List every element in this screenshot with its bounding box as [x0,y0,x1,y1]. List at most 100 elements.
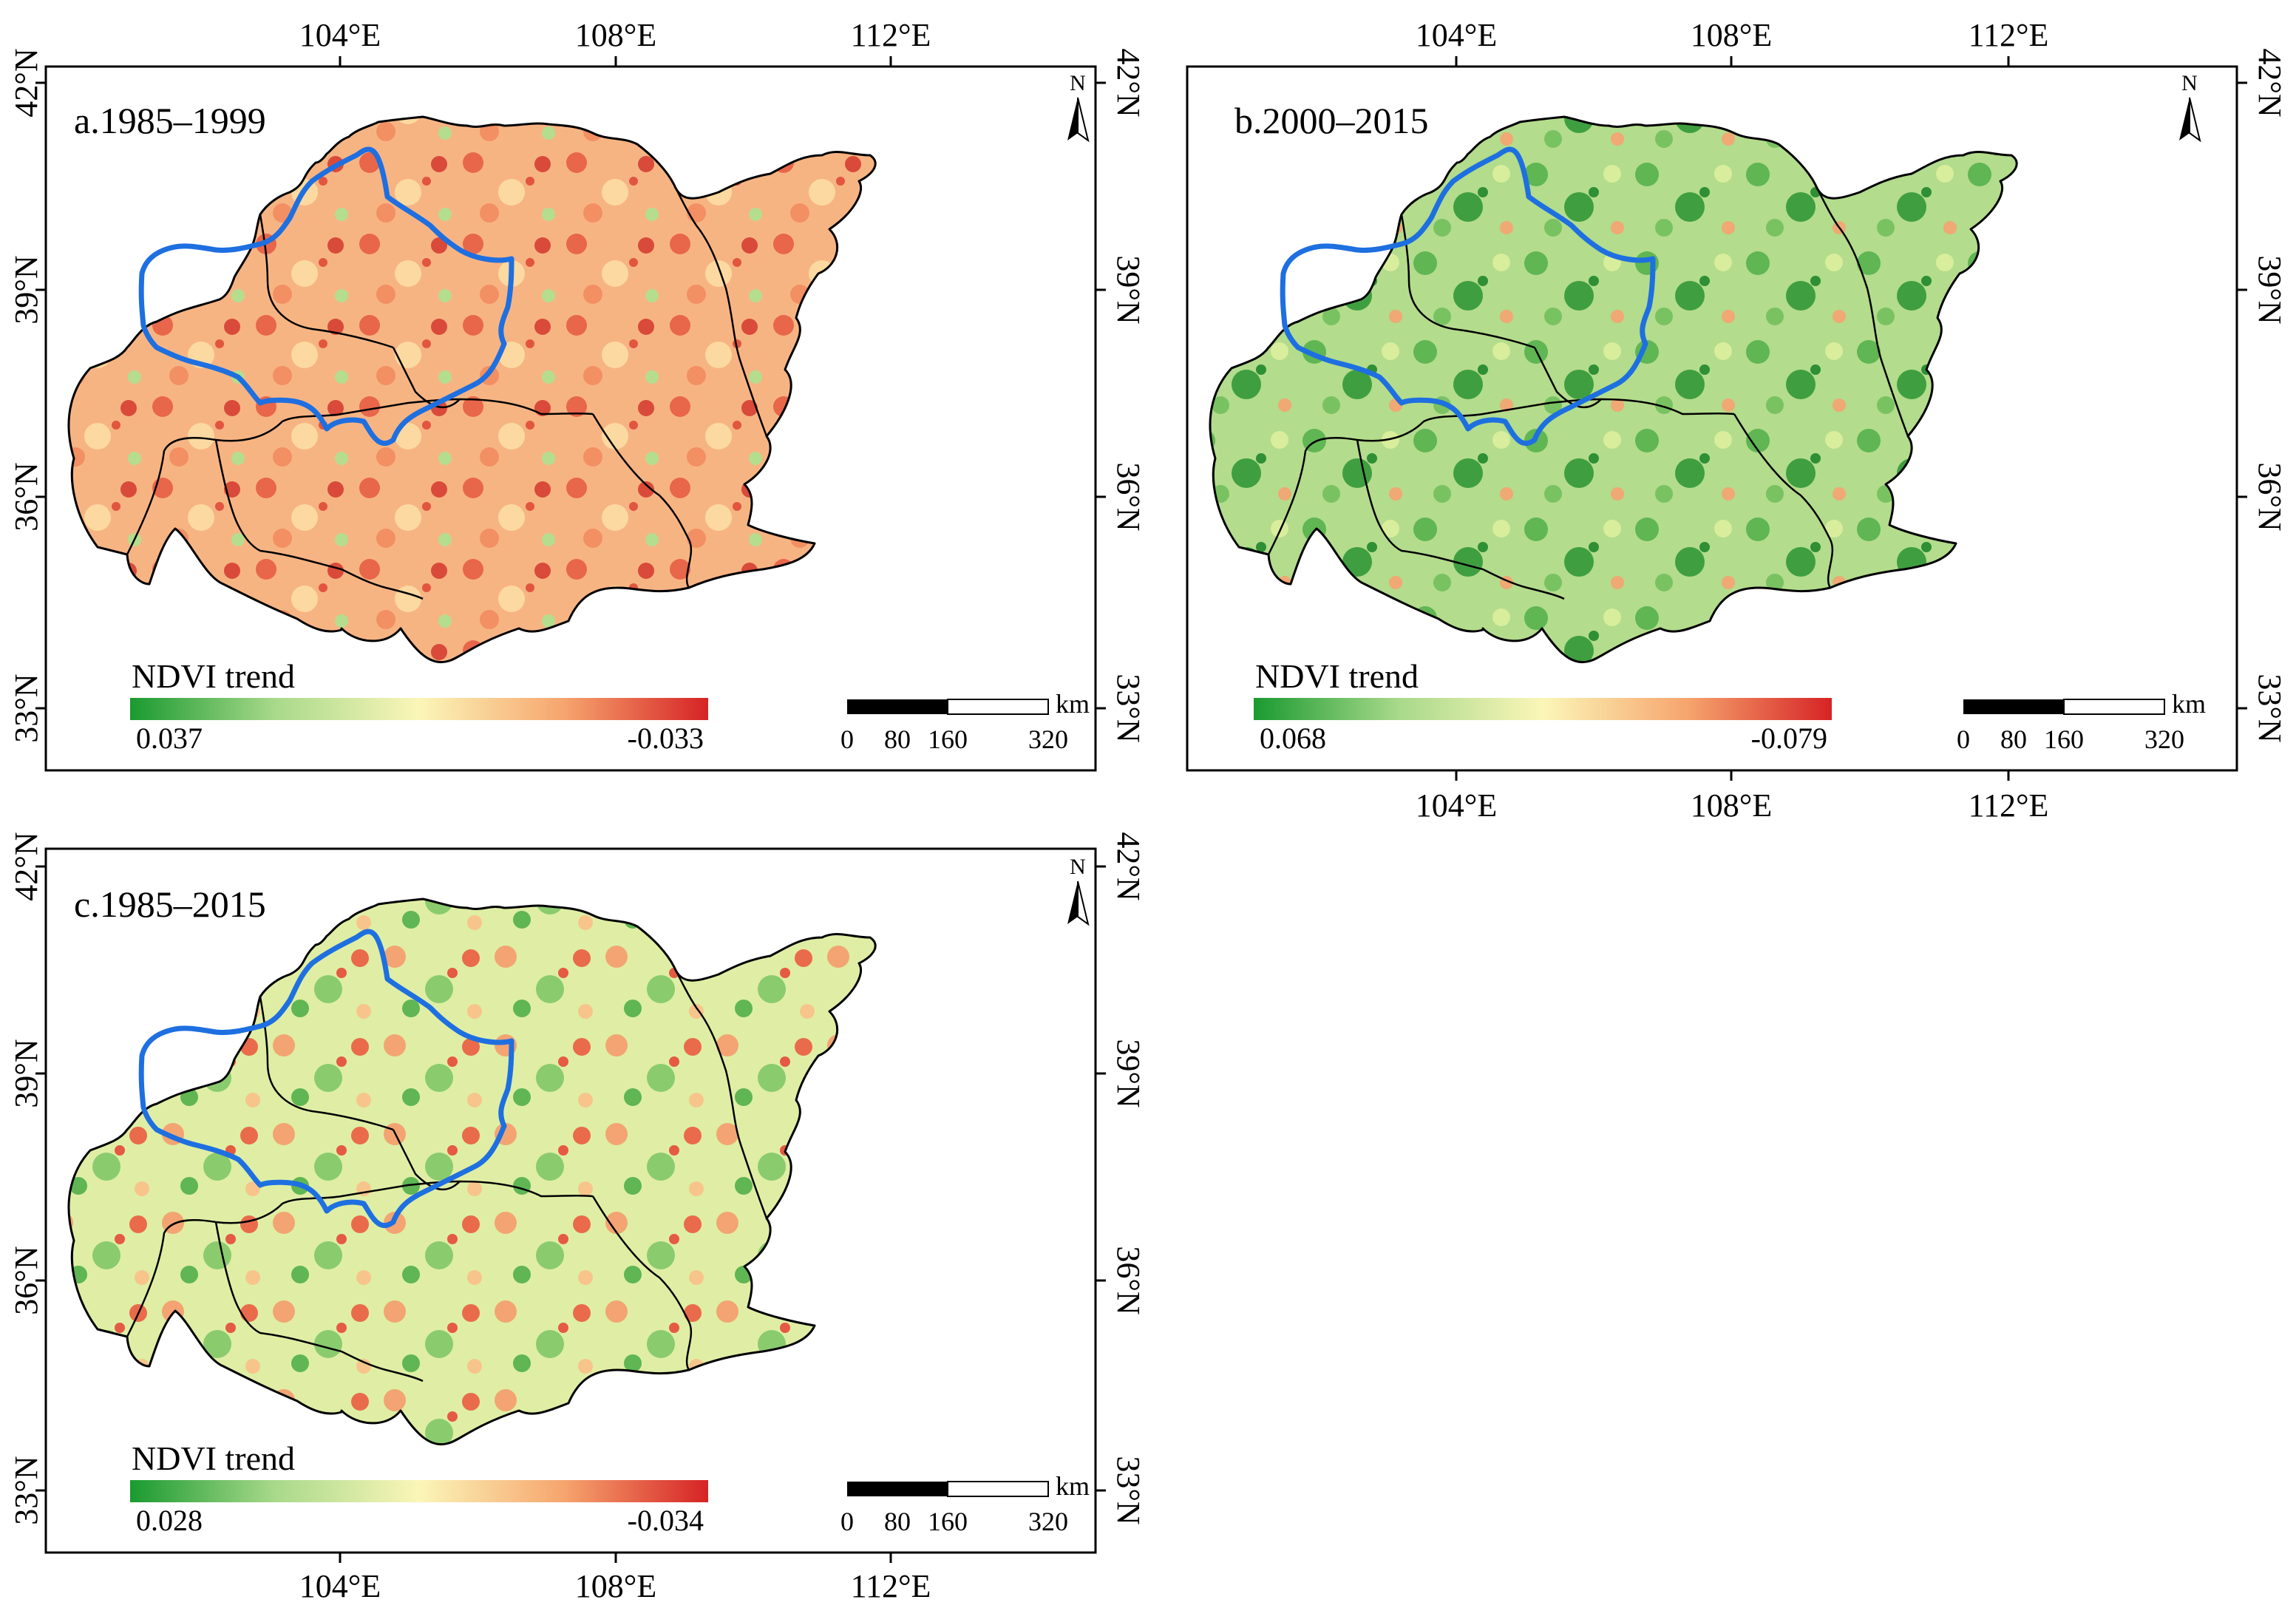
right-axis: 42°N 39°N 36°N 33°N [2237,48,2288,743]
lat-label: 39°N [1110,1039,1147,1107]
lon-label: 108°E [1691,17,1772,53]
scale-unit: km [1056,1471,1090,1501]
legend-title: NDVI trend [132,657,295,695]
lat-label: 36°N [8,1246,44,1314]
north-label: N [2181,71,2198,95]
lat-label: 39°N [2252,255,2288,324]
north-label: N [1070,71,1086,95]
loess-plateau-map [1209,115,2018,664]
panel-a: 104°E 108°E 112°E 42°N 39°N 36°N 33°N 42… [8,17,1147,772]
lat-label: 39°N [1110,255,1147,324]
subregion-boundary [1267,184,1909,600]
scale-bar: 0 80 160 320 km [840,689,1090,754]
legend-max-label: 0.028 [136,1504,203,1537]
study-area-outline [1280,146,1656,447]
north-arrow-icon: N [1067,71,1090,143]
scale-label: 80 [884,725,911,754]
legend-min-label: -0.033 [628,722,704,755]
left-axis: 42°N 39°N 36°N 33°N [8,48,46,743]
lon-label: 112°E [1969,787,2049,824]
plateau-region [67,115,877,664]
legend-color-bar [130,1480,708,1502]
panel-b: 104°E 108°E 112°E 104°E 108°E 112°E 42°N… [1186,17,2288,824]
lat-label: 36°N [1110,1246,1147,1314]
scale-label: 320 [2144,725,2184,754]
study-area-outline [138,146,514,447]
legend-title: NDVI trend [132,1439,295,1477]
legend-color-bar [130,698,708,720]
legend-max-label: 0.068 [1260,722,1326,755]
lon-label: 104°E [299,1568,381,1604]
scale-label: 160 [928,1507,968,1536]
bottom-axis: 104°E 108°E 112°E [299,1553,931,1604]
scale-label: 160 [928,725,968,754]
scale-label: 0 [840,725,854,754]
scale-label: 320 [1028,1507,1068,1536]
lat-label: 33°N [2252,674,2288,742]
plateau-region [67,898,877,1446]
loess-plateau-map [67,115,877,664]
panel-title: c.1985–2015 [74,883,266,925]
scale-label: 80 [884,1507,911,1536]
legend-title: NDVI trend [1255,657,1419,695]
lat-label: 42°N [1110,48,1147,117]
lat-label: 36°N [8,462,44,531]
lon-label: 104°E [299,17,381,53]
north-arrow-icon: N [1067,855,1090,926]
legend-min-label: -0.079 [1751,722,1827,755]
lat-label: 42°N [1110,832,1147,900]
lat-label: 33°N [8,674,44,742]
lat-label: 36°N [1110,462,1147,531]
lat-label: 42°N [8,832,44,900]
lon-label: 112°E [851,1568,931,1604]
top-axis: 104°E 108°E 112°E [1416,17,2049,67]
map-frame [44,65,1097,772]
legend-min-label: -0.034 [628,1504,704,1537]
lon-label: 104°E [1416,787,1497,824]
panel-title: b.2000–2015 [1234,100,1429,141]
legend: NDVI trend 0.028 -0.034 [130,1439,708,1537]
lon-label: 104°E [1416,17,1497,53]
right-axis: 42°N 39°N 36°N 33°N [1096,832,1147,1525]
top-axis: 104°E 108°E 112°E [299,17,931,67]
lon-label: 108°E [575,17,656,53]
lon-label: 112°E [851,17,931,53]
lat-label: 36°N [2252,462,2288,531]
study-area-outline [138,929,514,1229]
panel-c: 104°E 108°E 112°E 42°N 39°N 36°N 33°N 42… [8,832,1147,1604]
scale-bar: 0 80 160 320 km [840,1471,1090,1536]
map-frame [1186,65,2238,772]
legend-max-label: 0.037 [136,722,203,755]
lon-label: 108°E [1691,787,1772,824]
left-axis: 42°N 39°N 36°N 33°N [8,832,46,1525]
lat-label: 33°N [1110,674,1147,742]
lat-label: 33°N [1110,1456,1147,1524]
bottom-axis: 104°E 108°E 112°E [1416,770,2049,824]
north-arrow-icon: N [2179,71,2201,143]
plateau-region [1209,115,2018,664]
lat-label: 39°N [8,255,44,324]
lat-label: 39°N [8,1039,44,1107]
legend: NDVI trend 0.037 -0.033 [130,657,708,755]
lat-label: 33°N [8,1456,44,1524]
lon-label: 108°E [575,1568,656,1604]
subregion-boundary [126,184,768,600]
scale-label: 80 [2000,725,2027,754]
scale-label: 0 [1957,725,1970,754]
right-axis: 42°N 39°N 36°N 33°N [1096,48,1147,743]
lon-label: 112°E [1969,17,2049,53]
lat-label: 42°N [2252,48,2288,117]
scale-unit: km [2172,689,2206,719]
map-frame [44,847,1097,1554]
legend-color-bar [1254,698,1832,720]
scale-label: 0 [840,1507,854,1536]
panel-title: a.1985–1999 [74,100,266,141]
scale-unit: km [1056,689,1090,719]
scale-label: 160 [2044,725,2084,754]
scale-label: 320 [1028,725,1068,754]
subregion-boundary [126,966,768,1383]
legend: NDVI trend 0.068 -0.079 [1254,657,1832,755]
lat-label: 42°N [8,48,44,117]
loess-plateau-map [67,898,877,1446]
